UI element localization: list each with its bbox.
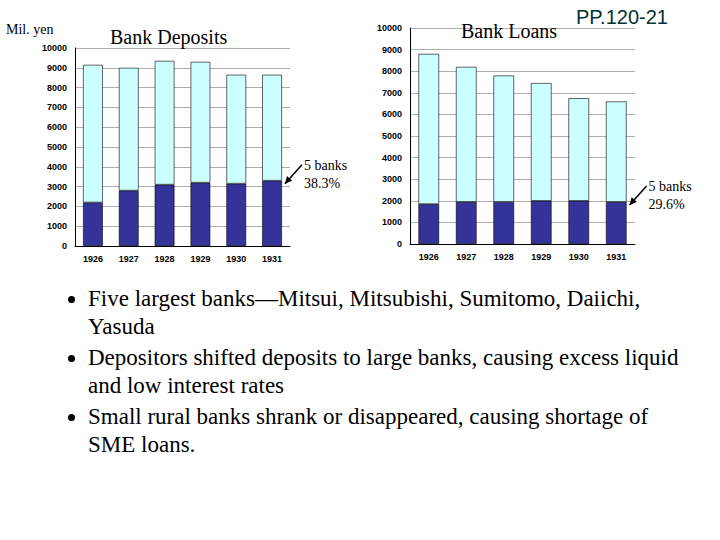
svg-text:3000: 3000 bbox=[382, 174, 402, 184]
svg-text:1930: 1930 bbox=[226, 254, 246, 264]
html-text:Mil. yen: Mil. yen bbox=[6, 22, 54, 37]
svg-text:2000: 2000 bbox=[47, 201, 67, 211]
svg-text:8000: 8000 bbox=[47, 83, 67, 93]
svg-text:1927: 1927 bbox=[456, 252, 476, 262]
svg-text:5 banks: 5 banks bbox=[304, 158, 347, 173]
svg-text:9000: 9000 bbox=[47, 63, 67, 73]
html-text:Small rural banks shrank or di: Small rural banks shrank or disappeared,… bbox=[88, 404, 649, 457]
svg-text:5000: 5000 bbox=[382, 131, 402, 141]
svg-text:38.3%: 38.3% bbox=[304, 176, 341, 191]
svg-text:1929: 1929 bbox=[531, 252, 551, 262]
svg-text:1931: 1931 bbox=[606, 252, 626, 262]
svg-text:10000: 10000 bbox=[377, 23, 402, 33]
svg-text:Bank Deposits: Bank Deposits bbox=[110, 26, 227, 49]
svg-text:1931: 1931 bbox=[262, 254, 282, 264]
svg-text:29.6%: 29.6% bbox=[649, 197, 686, 212]
svg-text:8000: 8000 bbox=[382, 66, 402, 76]
svg-text:5 banks: 5 banks bbox=[649, 179, 692, 194]
svg-text:10000: 10000 bbox=[42, 43, 67, 53]
svg-text:0: 0 bbox=[397, 239, 402, 249]
svg-text:0: 0 bbox=[62, 241, 67, 251]
html-text:Five largest banks—Mitsui, Mit: Five largest banks—Mitsui, Mitsubishi, S… bbox=[88, 286, 641, 339]
svg-text:1927: 1927 bbox=[119, 254, 139, 264]
svg-text:1926: 1926 bbox=[419, 252, 439, 262]
svg-text:1928: 1928 bbox=[494, 252, 514, 262]
svg-text:9000: 9000 bbox=[382, 45, 402, 55]
svg-text:6000: 6000 bbox=[47, 122, 67, 132]
html-text:Depositors shifted deposits to: Depositors shifted deposits to large ban… bbox=[88, 345, 679, 398]
svg-text:1930: 1930 bbox=[569, 252, 589, 262]
svg-text:Bank Loans: Bank Loans bbox=[461, 20, 557, 42]
html-text:PP.120-21: PP.120-21 bbox=[576, 6, 668, 28]
svg-text:3000: 3000 bbox=[47, 182, 67, 192]
svg-text:1926: 1926 bbox=[83, 254, 103, 264]
svg-text:5000: 5000 bbox=[47, 142, 67, 152]
svg-text:4000: 4000 bbox=[47, 162, 67, 172]
svg-text:6000: 6000 bbox=[382, 109, 402, 119]
svg-text:4000: 4000 bbox=[382, 153, 402, 163]
svg-text:1000: 1000 bbox=[47, 221, 67, 231]
svg-text:1929: 1929 bbox=[190, 254, 210, 264]
svg-text:7000: 7000 bbox=[47, 102, 67, 112]
svg-text:7000: 7000 bbox=[382, 88, 402, 98]
svg-text:2000: 2000 bbox=[382, 196, 402, 206]
svg-text:1000: 1000 bbox=[382, 217, 402, 227]
svg-text:1928: 1928 bbox=[155, 254, 175, 264]
